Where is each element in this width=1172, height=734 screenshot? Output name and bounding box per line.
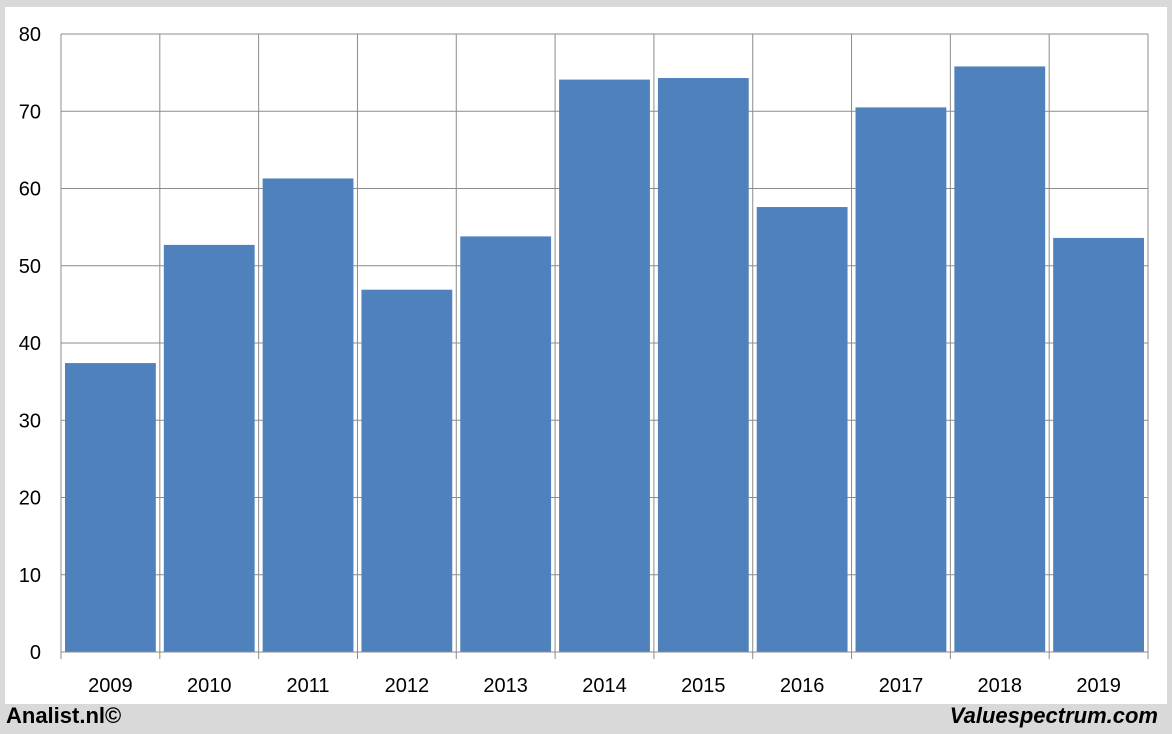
- bar: [65, 363, 156, 652]
- bar: [361, 289, 453, 652]
- bar: [460, 236, 552, 652]
- x-tick-label: 2014: [582, 675, 627, 697]
- x-tick-label: 2011: [287, 675, 330, 697]
- y-tick-label: 60: [19, 179, 41, 201]
- y-tick-label: 50: [19, 256, 41, 278]
- bar: [1053, 237, 1144, 652]
- bar: [559, 79, 650, 652]
- y-tick-label: 70: [19, 101, 41, 123]
- bar: [657, 78, 749, 653]
- bar: [756, 207, 848, 653]
- x-tick-label: 2013: [483, 675, 528, 697]
- bar: [262, 178, 354, 652]
- source-label: Analist.nl©: [6, 703, 122, 728]
- x-tick-label: 2017: [879, 675, 924, 697]
- x-tick-label: 2012: [385, 675, 430, 697]
- y-tick-label: 0: [30, 642, 41, 664]
- x-tick-label: 2019: [1076, 675, 1121, 697]
- y-tick-label: 10: [19, 565, 41, 587]
- y-tick-label: 20: [19, 488, 41, 510]
- x-tick-label: 2018: [978, 675, 1023, 697]
- bar: [954, 66, 1046, 652]
- x-tick-label: 2010: [187, 675, 232, 697]
- y-tick-label: 40: [19, 333, 41, 355]
- x-tick-label: 2015: [681, 675, 726, 697]
- y-tick-label: 30: [19, 410, 41, 432]
- x-tick-label: 2016: [780, 675, 825, 697]
- bar: [855, 107, 947, 652]
- x-tick-label: 2009: [88, 675, 133, 697]
- publisher-label: Valuespectrum.com: [949, 703, 1158, 728]
- y-tick-label: 80: [19, 24, 41, 46]
- bar: [163, 244, 255, 652]
